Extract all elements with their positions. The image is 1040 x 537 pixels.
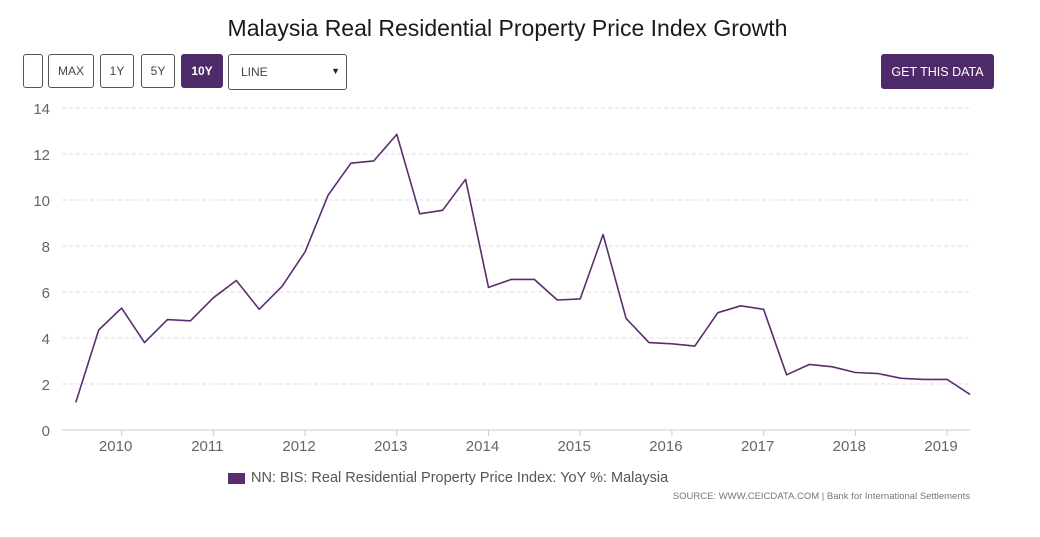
data-point[interactable] [211, 295, 216, 300]
data-point[interactable] [807, 362, 812, 367]
data-point[interactable] [165, 317, 170, 322]
x-tick-label: 2010 [99, 438, 132, 455]
y-tick-label: 4 [42, 331, 50, 348]
grid-lines [62, 107, 970, 385]
chevron-down-icon: ▼ [331, 66, 340, 76]
data-point[interactable] [555, 298, 560, 303]
data-point[interactable] [601, 232, 606, 237]
x-tick-label: 2014 [466, 438, 499, 455]
data-point[interactable] [830, 364, 835, 369]
data-point[interactable] [96, 327, 101, 332]
source-note: SOURCE: WWW.CEICDATA.COM | Bank for Inte… [672, 491, 970, 502]
data-point[interactable] [669, 341, 674, 346]
data-point[interactable] [440, 208, 445, 213]
data-point[interactable] [876, 371, 881, 376]
range-5y-button[interactable]: 5Y [141, 54, 175, 88]
x-tick-label: 2011 [191, 438, 223, 455]
legend-label: NN: BIS: Real Residential Property Price… [251, 470, 669, 486]
data-point[interactable] [417, 211, 422, 216]
data-point[interactable] [394, 132, 399, 137]
range-1y-button[interactable]: 1Y [100, 54, 134, 88]
y-tick-label: 0 [42, 423, 50, 440]
data-point[interactable] [234, 278, 239, 283]
data-point[interactable] [784, 372, 789, 377]
data-point[interactable] [303, 249, 308, 254]
x-tick-label: 2016 [649, 438, 682, 455]
data-point[interactable] [761, 307, 766, 312]
series-group [73, 132, 973, 405]
x-tick-label: 2017 [741, 438, 774, 455]
range-max-button[interactable]: MAX [48, 54, 94, 88]
data-point[interactable] [922, 377, 927, 382]
data-point[interactable] [692, 344, 697, 349]
data-point[interactable] [624, 316, 629, 321]
data-point[interactable] [325, 193, 330, 198]
data-point[interactable] [371, 158, 376, 163]
data-point[interactable] [945, 377, 950, 382]
legend[interactable]: NN: BIS: Real Residential Property Price… [228, 470, 668, 486]
data-point[interactable] [532, 277, 537, 282]
data-point[interactable] [646, 340, 651, 345]
x-tick-label: 2015 [558, 438, 591, 455]
data-point[interactable] [257, 307, 262, 312]
data-point[interactable] [463, 177, 468, 182]
chart-type-value: LINE [241, 65, 268, 79]
y-tick-label: 14 [33, 101, 50, 118]
get-data-button[interactable]: GET THIS DATA [881, 54, 994, 89]
data-point[interactable] [968, 392, 973, 397]
data-point[interactable] [578, 296, 583, 301]
chart-title: Malaysia Real Residential Property Price… [227, 15, 788, 41]
x-tick-label: 2013 [374, 438, 407, 455]
x-tick-label: 2012 [282, 438, 315, 455]
x-axis-ticks: 2010 2011 2012 2013 2014 2015 2016 2017 2018 2019 [99, 430, 958, 455]
data-point[interactable] [188, 318, 193, 323]
y-axis-ticks: 0 2 4 6 8 10 12 14 [33, 101, 50, 440]
data-point[interactable] [119, 306, 124, 311]
data-point[interactable] [142, 340, 147, 345]
data-point[interactable] [715, 310, 720, 315]
y-tick-label: 6 [42, 285, 50, 302]
data-point[interactable] [73, 400, 78, 405]
y-tick-label: 12 [33, 147, 50, 164]
data-point[interactable] [509, 277, 514, 282]
chart-type-select[interactable]: LINE ▼ [228, 54, 347, 90]
y-tick-label: 10 [33, 193, 50, 210]
data-point[interactable] [348, 161, 353, 166]
blank-button[interactable] [23, 54, 43, 88]
range-10y-button[interactable]: 10Y [181, 54, 223, 88]
data-point[interactable] [853, 370, 858, 375]
data-point[interactable] [899, 376, 904, 381]
legend-swatch [228, 472, 245, 484]
x-tick-label: 2018 [833, 438, 866, 455]
x-tick-label: 2019 [924, 438, 957, 455]
data-point[interactable] [738, 303, 743, 308]
series-line[interactable] [75, 133, 971, 403]
data-point[interactable] [280, 284, 285, 289]
y-tick-label: 8 [42, 239, 50, 256]
y-tick-label: 2 [42, 377, 50, 394]
data-point[interactable] [486, 285, 491, 290]
